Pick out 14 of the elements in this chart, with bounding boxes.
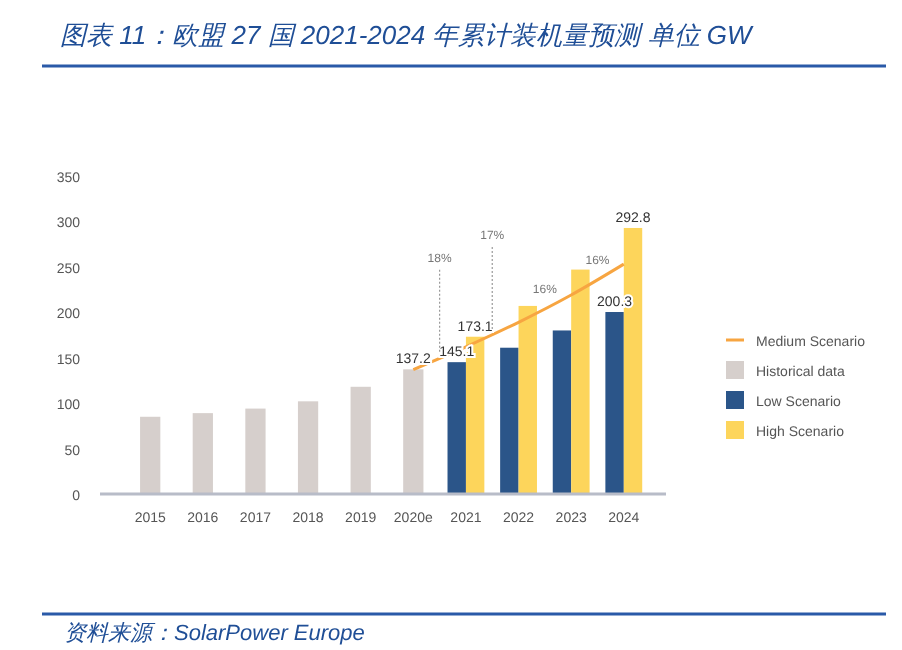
bar [403,369,424,494]
text: 资料来源：SolarPower Europe [64,620,365,646]
chart-title: 图表 11：欧盟 27 国 2021-2024 年累计装机量预测 单位 GW [60,20,756,50]
bar [447,362,466,494]
bar [350,386,371,494]
bar [552,330,572,494]
bar [605,312,624,494]
bar [140,416,161,494]
bar [297,401,319,494]
bar [500,347,519,494]
bar [518,305,537,494]
bar [245,408,266,494]
bar [192,413,213,494]
bar [571,269,590,494]
